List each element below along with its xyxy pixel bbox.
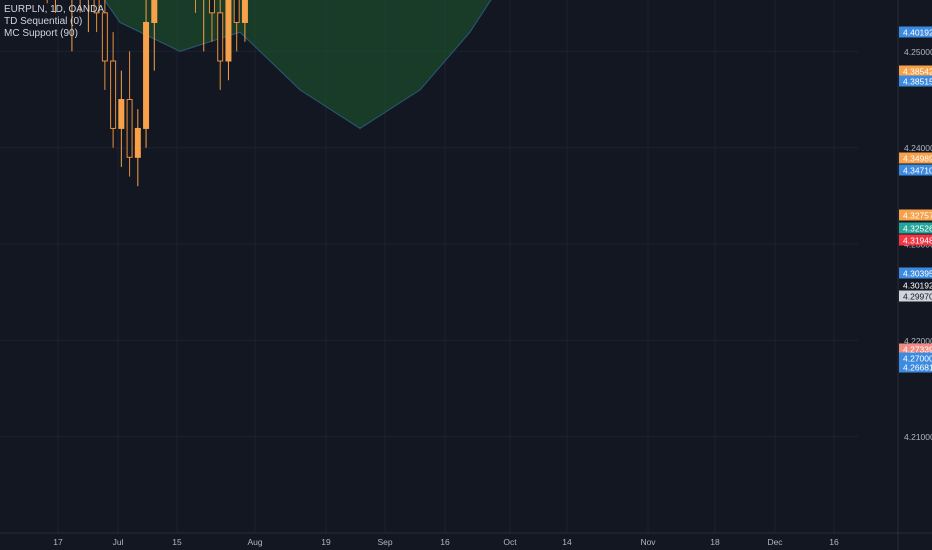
time-tick-label: 16 [440, 537, 450, 547]
time-tick-label: 14 [562, 537, 572, 547]
candle-body [217, 12, 224, 62]
price-badge: 4.32526 [903, 224, 932, 234]
price-badge: 4.31948 [903, 236, 932, 246]
candle-body [241, 0, 248, 23]
time-tick-label: Sep [377, 537, 392, 547]
candle-body [93, 0, 100, 14]
price-badge: 4.34710 [903, 166, 932, 176]
symbol-title[interactable]: EURPLN, 1D, OANDA [4, 4, 105, 15]
time-tick-label: Nov [640, 537, 656, 547]
price-badge: 4.38515 [903, 77, 932, 87]
time-tick-label: Jul [113, 537, 124, 547]
candle-body [143, 21, 150, 129]
price-tick-label: 4.25000 [904, 47, 932, 57]
price-badge-bg [899, 361, 932, 373]
price-badge: 4.26681 [903, 363, 932, 373]
price-badge: 4.27000 [903, 354, 932, 364]
candle-body [101, 12, 108, 62]
price-badge-bg [899, 279, 932, 291]
price-badge: 4.30192 [903, 281, 932, 291]
price-badge-bg [899, 26, 932, 38]
price-badge: 4.29970 [903, 292, 932, 302]
time-tick-label: 15 [172, 537, 182, 547]
time-tick-label: 17 [53, 537, 63, 547]
price-badge-bg [899, 290, 932, 302]
time-tick-label: Oct [503, 537, 517, 547]
price-badge: 4.38542 [903, 67, 932, 77]
candle-body [134, 127, 141, 158]
time-tick-label: 18 [710, 537, 720, 547]
price-badge-bg [899, 267, 932, 279]
time-tick-label: 19 [321, 537, 331, 547]
candle-body [233, 0, 240, 23]
time-tick-label: 16 [829, 537, 839, 547]
time-axis[interactable]: 17 Jul 15 Aug 19 Sep 16 Oct 14 Nov 18 Dec 16 [0, 532, 932, 547]
price-badge-bg [899, 152, 932, 164]
time-tick-label: Aug [247, 537, 262, 547]
candle-body [126, 99, 133, 158]
lower-band [103, 0, 492, 130]
price-badge-bg [899, 209, 932, 221]
candles [46, 0, 248, 187]
candle-body [208, 0, 215, 14]
price-badge-bg [899, 352, 932, 364]
price-tick-label: 4.24000 [904, 143, 932, 153]
price-badge-bg [899, 234, 932, 246]
price-tick-label: 4.22000 [904, 336, 932, 346]
price-badge-bg [899, 222, 932, 234]
mc-support-bands [103, 0, 492, 130]
candle-body [118, 99, 125, 129]
indicator-td-sequential[interactable]: TD Sequential (0) [4, 16, 83, 27]
candle-body [225, 0, 232, 62]
price-badge-bg [899, 75, 932, 87]
time-tick-label: Dec [767, 537, 783, 547]
candle-body [151, 0, 158, 23]
price-badge: 4.34989 [903, 154, 932, 164]
price-badge: 4.32757 [903, 211, 932, 221]
price-tick-label: 4.21000 [904, 432, 932, 442]
price-badge: 4.40192 [903, 28, 932, 38]
price-axis[interactable]: 4.210004.220004.230004.240004.250004.260… [897, 0, 932, 550]
candle-body [110, 60, 117, 129]
indicator-mc-support[interactable]: MC Support (90) [4, 28, 78, 39]
price-badge: 4.27339 [903, 345, 932, 355]
price-badge: 4.30395 [903, 269, 932, 279]
chart-legend: EURPLN, 1D, OANDA TD Sequential (0) MC S… [4, 4, 104, 40]
price-badge-bg [899, 343, 932, 355]
price-badge-bg [899, 65, 932, 77]
price-badge-bg [899, 164, 932, 176]
